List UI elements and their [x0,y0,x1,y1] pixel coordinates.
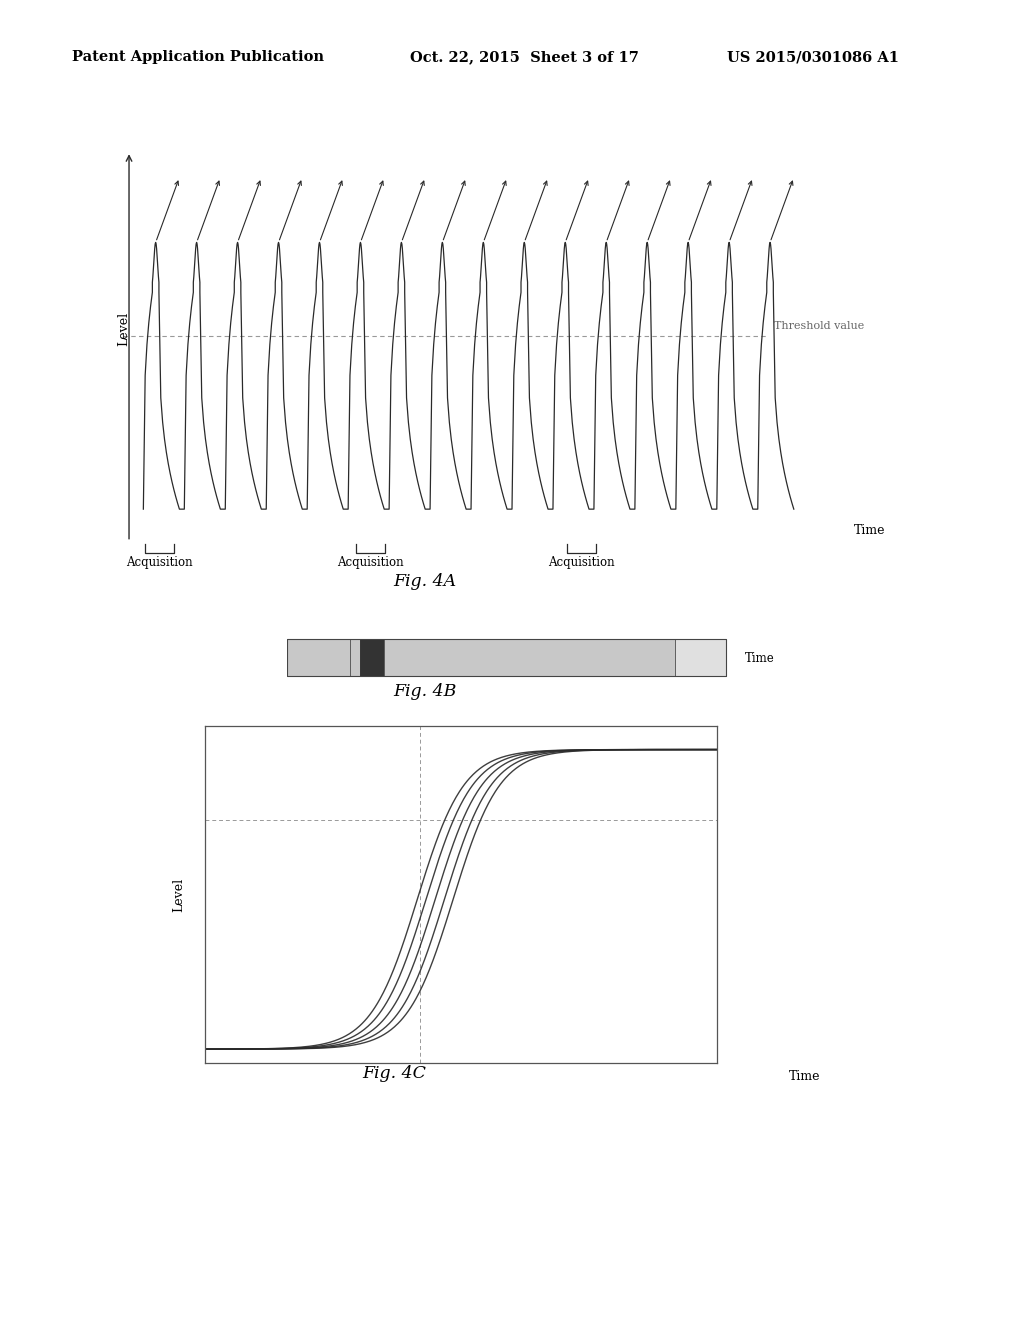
Bar [384,639,675,676]
Text: Fig. 4B: Fig. 4B [393,682,457,700]
Text: Level: Level [173,878,185,912]
Bar [350,639,359,676]
Bar [675,639,726,676]
Text: Oct. 22, 2015  Sheet 3 of 17: Oct. 22, 2015 Sheet 3 of 17 [410,50,639,65]
Bar [287,639,350,676]
Text: Fig. 4A: Fig. 4A [393,573,457,590]
Text: Threshold value: Threshold value [774,321,864,331]
Bar [287,639,726,676]
Bar [359,639,384,676]
Text: Time: Time [854,524,886,537]
Text: Level: Level [118,312,131,346]
Text: Time: Time [745,652,775,665]
Text: US 2015/0301086 A1: US 2015/0301086 A1 [727,50,899,65]
Text: Time: Time [788,1069,820,1082]
Text: Patent Application Publication: Patent Application Publication [72,50,324,65]
Text: Acquisition: Acquisition [337,556,404,569]
Text: Acquisition: Acquisition [126,556,194,569]
Text: Fig. 4C: Fig. 4C [362,1065,426,1082]
Text: Acquisition: Acquisition [548,556,615,569]
